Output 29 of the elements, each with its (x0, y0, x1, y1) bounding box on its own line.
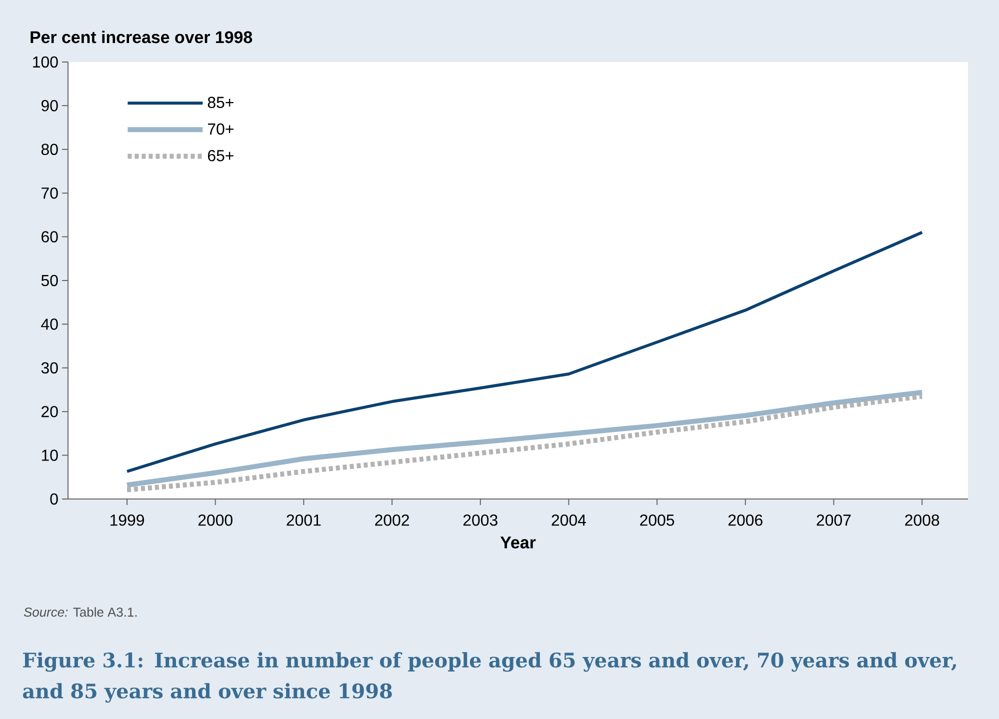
text: Source: Table A3.1. (24, 607, 137, 617)
y-tick-label: 100 (33, 56, 58, 68)
x-tick-label: 2003 (463, 514, 498, 526)
legend-label: 85+ (208, 96, 234, 108)
legend-label: 65+ (208, 150, 234, 162)
y-tick-label: 50 (41, 274, 58, 286)
x-tick-label: 2001 (286, 514, 321, 526)
y-tick-label: 80 (41, 144, 58, 156)
text: Figure 3.1: Increase in number of people aged 65 years and over, 70 years and over, and 85 years and over since 1998 (23, 652, 956, 703)
x-tick-label: 2006 (728, 514, 762, 526)
y-tick-label: 30 (41, 362, 58, 374)
x-tick-label: 2005 (640, 514, 674, 526)
line-series (126, 230, 924, 473)
y-tick-label: 0 (50, 493, 58, 505)
y-tick-label: 40 (41, 318, 58, 330)
y-tick-label: 70 (42, 187, 58, 199)
x-tick-label: 2008 (905, 514, 940, 526)
y-axis-title: Per cent increase over 1998 (30, 30, 252, 44)
x-tick-label: 1999 (110, 514, 144, 526)
y-tick-label: 10 (42, 450, 58, 461)
x-tick-label: 2000 (198, 514, 232, 526)
x-tick-label: 2004 (552, 514, 586, 526)
y-tick-label: 20 (42, 406, 58, 418)
y-tick-label: 60 (42, 231, 58, 242)
x-axis-title: Year (500, 536, 536, 548)
x-tick-label: 2007 (816, 514, 851, 526)
legend-label: 70+ (208, 123, 234, 135)
y-tick-label: 90 (42, 100, 58, 112)
x-tick-label: 2002 (375, 514, 409, 526)
